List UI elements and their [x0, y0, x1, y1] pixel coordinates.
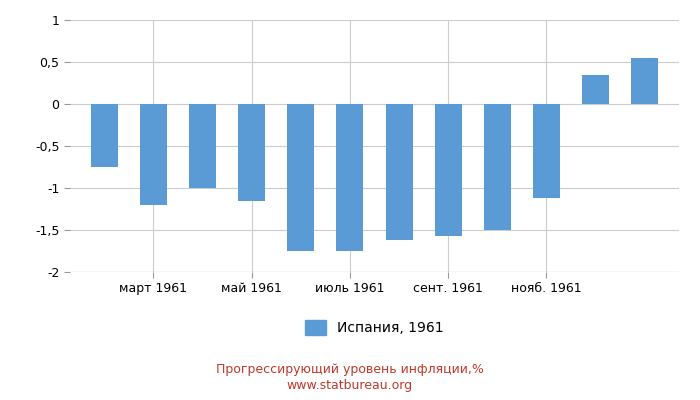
Bar: [533, 104, 560, 198]
Text: www.statbureau.org: www.statbureau.org: [287, 380, 413, 392]
Bar: [435, 104, 462, 236]
Legend: Испания, 1961: Испания, 1961: [300, 315, 449, 341]
Bar: [189, 104, 216, 188]
Bar: [91, 104, 118, 167]
Bar: [582, 74, 609, 104]
Bar: [287, 104, 314, 251]
Bar: [337, 104, 363, 251]
Bar: [238, 104, 265, 200]
Bar: [484, 104, 511, 230]
Bar: [631, 58, 658, 104]
Bar: [140, 104, 167, 205]
Bar: [386, 104, 412, 240]
Text: Прогрессирующий уровень инфляции,%: Прогрессирующий уровень инфляции,%: [216, 364, 484, 376]
